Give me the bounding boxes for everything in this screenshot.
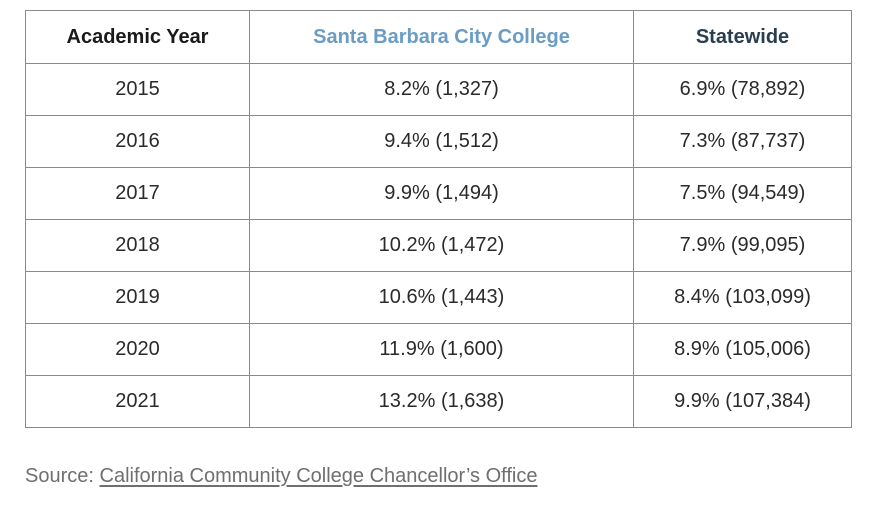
college-cell: 10.6% (1,443) [249,271,634,324]
column-header-academic-year: Academic Year [25,10,250,64]
year-cell: 2021 [25,375,250,428]
table-row: 2020 11.9% (1,600) 8.9% (105,006) [25,323,852,376]
statewide-cell: 6.9% (78,892) [633,63,852,116]
statewide-cell: 8.9% (105,006) [633,323,852,376]
year-cell: 2015 [25,63,250,116]
year-cell: 2019 [25,271,250,324]
table-row: 2015 8.2% (1,327) 6.9% (78,892) [25,63,852,116]
column-header-statewide: Statewide [633,10,852,64]
year-cell: 2018 [25,219,250,272]
college-cell: 9.9% (1,494) [249,167,634,220]
data-table-container: Academic Year Santa Barbara City College… [25,10,852,428]
table-row: 2016 9.4% (1,512) 7.3% (87,737) [25,115,852,168]
year-cell: 2020 [25,323,250,376]
college-cell: 13.2% (1,638) [249,375,634,428]
college-cell: 10.2% (1,472) [249,219,634,272]
statewide-cell: 8.4% (103,099) [633,271,852,324]
statewide-cell: 9.9% (107,384) [633,375,852,428]
college-cell: 9.4% (1,512) [249,115,634,168]
statewide-cell: 7.3% (87,737) [633,115,852,168]
source-note: Source: California Community College Cha… [25,465,537,488]
header-row: Academic Year Santa Barbara City College… [25,10,852,64]
data-table: Academic Year Santa Barbara City College… [25,10,852,428]
source-label: Source: [25,465,94,487]
statewide-cell: 7.9% (99,095) [633,219,852,272]
year-cell: 2017 [25,167,250,220]
year-cell: 2016 [25,115,250,168]
college-cell: 8.2% (1,327) [249,63,634,116]
table-row: 2021 13.2% (1,638) 9.9% (107,384) [25,375,852,428]
table-row: 2018 10.2% (1,472) 7.9% (99,095) [25,219,852,272]
statewide-cell: 7.5% (94,549) [633,167,852,220]
college-cell: 11.9% (1,600) [249,323,634,376]
table-row: 2017 9.9% (1,494) 7.5% (94,549) [25,167,852,220]
column-header-santa-barbara-city-college: Santa Barbara City College [249,10,634,64]
source-link[interactable]: California Community College Chancellor’… [99,465,538,487]
table-row: 2019 10.6% (1,443) 8.4% (103,099) [25,271,852,324]
